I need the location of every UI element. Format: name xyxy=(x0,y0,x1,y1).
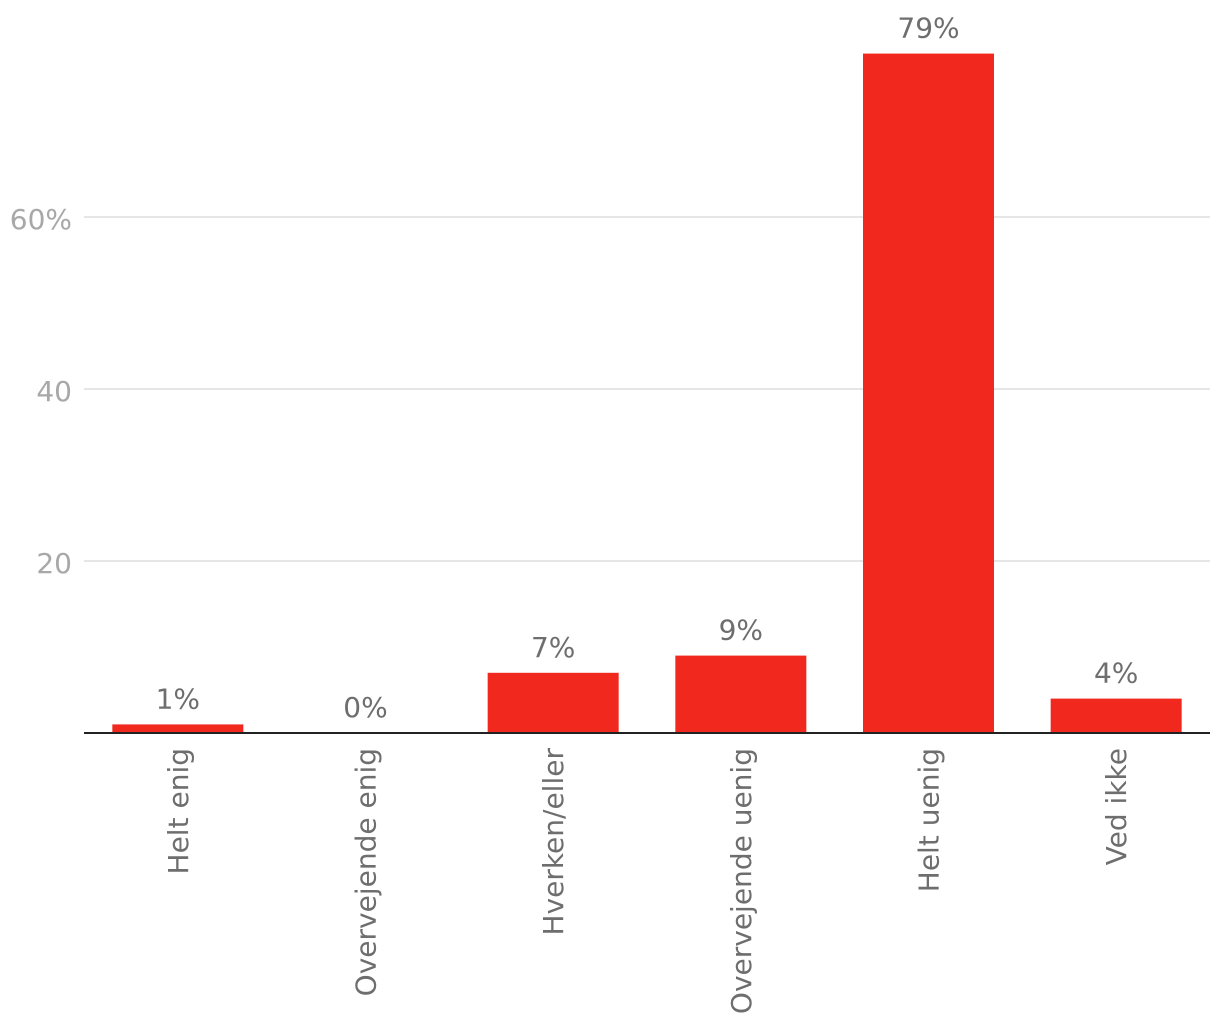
bar xyxy=(487,672,619,733)
bar xyxy=(1050,698,1182,733)
y-axis-ticks: 20 40 60% xyxy=(10,203,72,580)
bars xyxy=(112,53,1182,734)
value-label: 7% xyxy=(531,631,575,664)
gridlines xyxy=(84,216,1210,562)
x-tick-label: Overvejende uenig xyxy=(725,748,758,1014)
x-tick-label: Ved ikke xyxy=(1100,748,1133,865)
bar xyxy=(112,724,244,733)
x-tick-label: Helt uenig xyxy=(913,748,946,892)
value-label: 4% xyxy=(1094,657,1138,690)
x-tick-label: Hverken/eller xyxy=(537,748,570,936)
x-tick-label: Overvejende enig xyxy=(350,748,383,996)
value-label: 79% xyxy=(897,12,959,45)
value-label: 1% xyxy=(156,682,200,715)
x-tick-label: Helt enig xyxy=(162,748,195,874)
value-label: 0% xyxy=(343,691,387,724)
bar xyxy=(675,655,807,733)
y-tick-label: 60% xyxy=(10,203,72,236)
value-labels: 1% 0% 7% 9% 79% 4% xyxy=(156,12,1139,724)
value-label: 9% xyxy=(719,614,763,647)
y-tick-label: 20 xyxy=(36,547,72,580)
y-tick-label: 40 xyxy=(36,375,72,408)
x-axis-ticks: Helt enig Overvejende enig Hverken/eller Ov… xyxy=(162,748,1133,1015)
bar xyxy=(863,53,994,734)
